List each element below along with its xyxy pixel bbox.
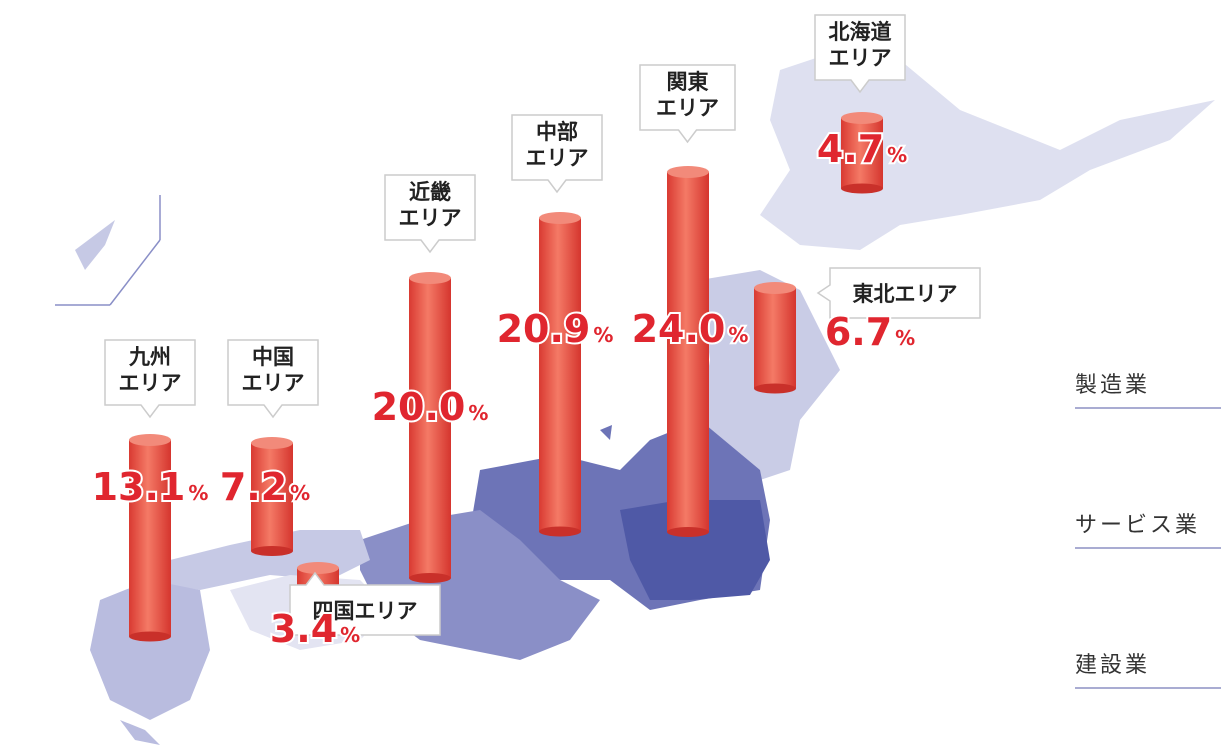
label-box xyxy=(814,14,906,94)
value-number: 6.7 xyxy=(825,310,892,354)
cylinder xyxy=(754,288,796,389)
region-label: エリア xyxy=(829,46,892,70)
region-label: 近畿 xyxy=(409,180,451,204)
value-unit: % xyxy=(728,323,748,347)
industry-label: サービス業 xyxy=(1075,513,1200,538)
region-label: 北海道 xyxy=(829,20,892,44)
region-label: エリア xyxy=(399,206,462,230)
label-box xyxy=(384,174,476,254)
value-unit: % xyxy=(887,143,907,167)
region: 東北エリア 6.7% xyxy=(754,267,981,394)
region-label: 中国 xyxy=(252,345,294,369)
value-unit: % xyxy=(188,481,208,505)
label-box xyxy=(227,339,319,419)
value-label: 4.7% xyxy=(817,127,907,171)
value-unit: % xyxy=(290,481,310,505)
label-box xyxy=(289,571,441,636)
cylinder-base xyxy=(539,526,581,537)
value-unit: % xyxy=(895,326,915,350)
cylinder-top xyxy=(754,282,796,294)
value-label: 20.9% xyxy=(497,307,614,351)
cylinder xyxy=(841,118,883,189)
region-label: エリア xyxy=(119,371,182,395)
region-label: 四国エリア xyxy=(313,599,418,623)
region-label: 関東 xyxy=(667,70,709,94)
label-box xyxy=(816,267,981,319)
industry-label: 建設業 xyxy=(1075,653,1150,678)
cylinder xyxy=(409,278,451,578)
value-label: 24.0% xyxy=(632,307,749,351)
region-label: エリア xyxy=(242,371,305,395)
value-number: 20.0 xyxy=(372,385,466,429)
cylinder-base xyxy=(841,183,883,194)
region-label: エリア xyxy=(526,146,589,170)
value-number: 20.9 xyxy=(497,307,591,351)
label-box xyxy=(104,339,196,419)
cylinder-top xyxy=(841,112,883,124)
cylinder-base xyxy=(409,573,451,583)
region-label: 東北エリア xyxy=(853,282,958,306)
cylinder xyxy=(129,440,171,637)
value-unit: % xyxy=(593,323,613,347)
cylinder xyxy=(251,443,293,551)
cylinder-top xyxy=(667,166,709,178)
value-number: 3.4 xyxy=(270,607,337,651)
value-label: 7.2% xyxy=(220,465,310,509)
value-label: 20.0% xyxy=(372,385,489,429)
value-number: 7.2 xyxy=(220,465,287,509)
industry-label: 製造業 xyxy=(1075,373,1150,398)
value-unit: % xyxy=(340,623,360,647)
value-number: 4.7 xyxy=(817,127,884,171)
cylinder xyxy=(667,172,709,532)
cylinder-base xyxy=(251,546,293,556)
region-label: エリア xyxy=(656,96,719,120)
region-label: 九州 xyxy=(128,345,171,369)
cylinder-base xyxy=(667,527,709,537)
cylinder-top xyxy=(297,562,339,574)
cylinder xyxy=(539,218,581,532)
value-label: 6.7% xyxy=(825,310,915,354)
label-box xyxy=(511,114,603,194)
value-number: 13.1 xyxy=(92,465,186,509)
cylinder-top xyxy=(129,434,171,446)
value-label: 3.4% xyxy=(270,607,360,651)
region-label: 中部 xyxy=(536,120,578,144)
value-number: 24.0 xyxy=(632,307,726,351)
cylinder-top xyxy=(251,437,293,449)
cylinder-top xyxy=(539,212,581,224)
value-unit: % xyxy=(468,401,488,425)
cylinder-top xyxy=(409,272,451,284)
cylinder-base xyxy=(129,631,171,642)
cylinder-base xyxy=(754,383,796,394)
value-label: 13.1% xyxy=(92,465,209,509)
label-box xyxy=(639,64,736,144)
